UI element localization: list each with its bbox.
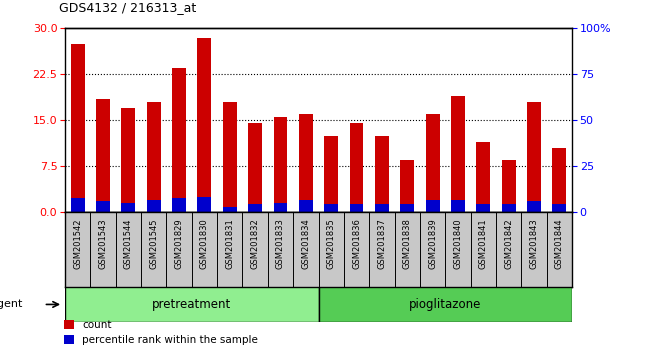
Text: agent: agent bbox=[0, 299, 23, 309]
Bar bbox=[147, 200, 161, 212]
Bar bbox=[274, 117, 287, 212]
Bar bbox=[299, 114, 313, 212]
Bar bbox=[223, 207, 237, 212]
Text: GDS4132 / 216313_at: GDS4132 / 216313_at bbox=[58, 1, 196, 14]
Bar bbox=[122, 203, 135, 212]
Text: GSM201829: GSM201829 bbox=[175, 218, 183, 269]
Text: GSM201832: GSM201832 bbox=[251, 218, 259, 269]
Text: GSM201836: GSM201836 bbox=[352, 218, 361, 269]
Bar bbox=[96, 99, 110, 212]
Text: GSM201830: GSM201830 bbox=[200, 218, 209, 269]
Bar bbox=[527, 201, 541, 212]
Text: GSM201838: GSM201838 bbox=[403, 218, 411, 269]
Bar bbox=[248, 124, 262, 212]
Bar bbox=[527, 102, 541, 212]
Bar bbox=[198, 38, 211, 212]
Bar bbox=[223, 102, 237, 212]
Bar bbox=[147, 102, 161, 212]
Bar bbox=[552, 204, 566, 212]
Text: GSM201835: GSM201835 bbox=[327, 218, 335, 269]
Text: GSM201839: GSM201839 bbox=[428, 218, 437, 269]
Text: pretreatment: pretreatment bbox=[152, 298, 231, 311]
Bar bbox=[172, 198, 186, 212]
Text: GSM201544: GSM201544 bbox=[124, 218, 133, 269]
Text: GSM201844: GSM201844 bbox=[555, 218, 564, 269]
Bar bbox=[400, 204, 414, 212]
Bar bbox=[502, 160, 515, 212]
Text: GSM201545: GSM201545 bbox=[150, 218, 158, 269]
Bar bbox=[502, 204, 515, 212]
Bar bbox=[96, 201, 110, 212]
Bar bbox=[65, 287, 318, 322]
Bar bbox=[324, 136, 338, 212]
Text: GSM201833: GSM201833 bbox=[276, 218, 285, 269]
Bar bbox=[375, 204, 389, 212]
Text: pioglitazone: pioglitazone bbox=[409, 298, 482, 311]
Text: GSM201841: GSM201841 bbox=[479, 218, 488, 269]
Bar bbox=[318, 287, 572, 322]
Text: GSM201831: GSM201831 bbox=[226, 218, 234, 269]
Text: GSM201834: GSM201834 bbox=[302, 218, 310, 269]
Bar bbox=[350, 124, 363, 212]
Text: GSM201542: GSM201542 bbox=[73, 218, 82, 269]
Bar bbox=[71, 198, 84, 212]
Bar bbox=[375, 136, 389, 212]
Bar bbox=[274, 203, 287, 212]
Bar bbox=[426, 114, 439, 212]
Text: GSM201543: GSM201543 bbox=[99, 218, 107, 269]
Bar bbox=[476, 142, 490, 212]
Text: GSM201843: GSM201843 bbox=[530, 218, 538, 269]
Bar bbox=[552, 148, 566, 212]
Text: GSM201837: GSM201837 bbox=[378, 218, 386, 269]
Bar bbox=[122, 108, 135, 212]
Text: GSM201842: GSM201842 bbox=[504, 218, 513, 269]
Text: GSM201840: GSM201840 bbox=[454, 218, 462, 269]
Bar bbox=[172, 68, 186, 212]
Bar bbox=[248, 204, 262, 212]
Bar bbox=[299, 200, 313, 212]
Legend: count, percentile rank within the sample: count, percentile rank within the sample bbox=[64, 320, 258, 345]
Bar bbox=[400, 160, 414, 212]
Bar bbox=[71, 44, 84, 212]
Bar bbox=[451, 96, 465, 212]
Bar bbox=[198, 197, 211, 212]
Bar bbox=[476, 204, 490, 212]
Bar bbox=[324, 204, 338, 212]
Bar bbox=[350, 204, 363, 212]
Bar bbox=[451, 200, 465, 212]
Bar bbox=[426, 200, 439, 212]
